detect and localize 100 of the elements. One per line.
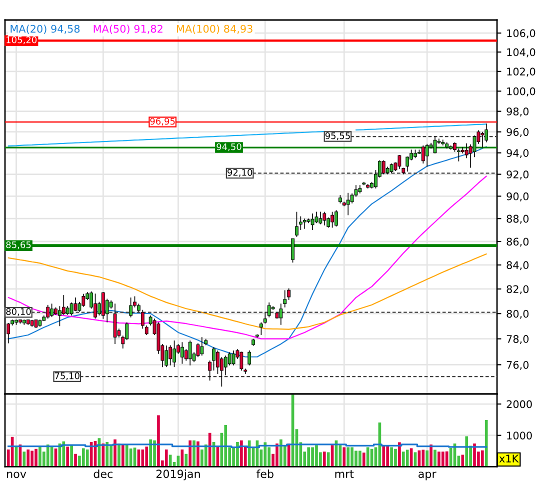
candlestick bbox=[279, 303, 283, 326]
text: x1K bbox=[499, 454, 519, 462]
y-tick-label: 100,0 bbox=[507, 87, 536, 96]
candlestick bbox=[62, 294, 66, 316]
line-series bbox=[8, 253, 487, 330]
bar bbox=[34, 448, 38, 467]
candlestick bbox=[82, 293, 86, 308]
bar bbox=[86, 449, 89, 467]
bar bbox=[342, 447, 346, 467]
candlestick bbox=[168, 344, 172, 366]
bar bbox=[280, 439, 282, 467]
bar bbox=[354, 450, 358, 467]
bar bbox=[236, 442, 239, 467]
candlestick bbox=[196, 342, 200, 358]
candlestick bbox=[248, 350, 252, 366]
candlestick bbox=[330, 211, 334, 228]
y-tick-label: 102,0 bbox=[507, 68, 536, 77]
candlestick bbox=[425, 143, 429, 168]
x-tick-label: mrt bbox=[335, 470, 354, 478]
bar bbox=[438, 452, 440, 467]
candlestick bbox=[228, 352, 232, 366]
candlestick bbox=[318, 211, 322, 225]
bar bbox=[346, 447, 350, 467]
candlestick bbox=[390, 163, 394, 174]
candlestick bbox=[94, 293, 97, 320]
bar bbox=[473, 444, 476, 467]
bar bbox=[157, 415, 160, 467]
x-tick-label: 2019jan bbox=[156, 469, 200, 480]
ref-line-label: 94,50 bbox=[216, 143, 242, 152]
bar bbox=[240, 440, 243, 467]
bar bbox=[149, 439, 152, 467]
x-tick-label: feb bbox=[256, 469, 274, 478]
bar bbox=[322, 452, 326, 467]
bar bbox=[394, 448, 397, 467]
bar bbox=[114, 439, 116, 467]
bar bbox=[406, 450, 409, 467]
candlestick bbox=[74, 297, 78, 312]
y-tick-label: 82,0 bbox=[506, 285, 529, 294]
bar bbox=[188, 440, 192, 467]
candlestick bbox=[406, 156, 410, 172]
candlestick bbox=[50, 303, 54, 318]
y-tick-label: 1000 bbox=[507, 432, 532, 440]
bar bbox=[192, 440, 196, 467]
x-tick-label: nov bbox=[7, 472, 26, 478]
candlestick bbox=[382, 160, 386, 175]
bar bbox=[315, 445, 318, 467]
candlestick bbox=[310, 213, 314, 230]
candlestick bbox=[208, 360, 212, 382]
candlestick bbox=[216, 350, 220, 374]
bar bbox=[434, 450, 436, 467]
y-tick-label: 84,0 bbox=[506, 261, 529, 270]
bar bbox=[287, 444, 290, 467]
bar bbox=[141, 449, 144, 467]
ref-line-label: 80,10 bbox=[6, 308, 31, 316]
bar bbox=[66, 446, 70, 467]
y-tick-label: 92,0 bbox=[506, 170, 529, 180]
candlestick bbox=[113, 303, 117, 344]
bar bbox=[430, 444, 432, 467]
candlestick bbox=[224, 355, 228, 376]
y-tick-label: 90,0 bbox=[506, 192, 529, 202]
bar bbox=[22, 452, 26, 467]
bar bbox=[46, 444, 50, 467]
y-tick-label: 96,0 bbox=[506, 128, 529, 138]
y-tick-label: 80,0 bbox=[506, 310, 529, 319]
line-series bbox=[8, 176, 487, 340]
text: MA(100) 84,93 bbox=[176, 24, 252, 34]
candlestick bbox=[267, 302, 271, 318]
candlestick bbox=[295, 211, 298, 238]
candlestick bbox=[453, 142, 456, 152]
candlestick bbox=[70, 302, 74, 316]
bar bbox=[145, 446, 148, 467]
candlestick bbox=[421, 145, 425, 164]
candlestick bbox=[200, 336, 204, 356]
bar bbox=[224, 425, 228, 467]
bar bbox=[362, 452, 366, 467]
bar bbox=[484, 420, 488, 467]
candlestick bbox=[129, 297, 133, 318]
candlestick bbox=[164, 345, 168, 368]
x-tick-label: dec bbox=[94, 469, 112, 478]
candlestick bbox=[398, 154, 402, 170]
bar bbox=[398, 442, 401, 467]
candlestick bbox=[263, 312, 267, 324]
candlestick bbox=[232, 350, 236, 366]
y-tick-label: 104,0 bbox=[507, 48, 536, 58]
candlestick bbox=[188, 340, 192, 366]
y-tick-label: 78,0 bbox=[506, 335, 529, 344]
bar bbox=[26, 449, 30, 467]
ref-line-label: 95,55 bbox=[325, 132, 350, 140]
bar bbox=[422, 450, 425, 467]
ref-line-label: 75,10 bbox=[54, 372, 80, 380]
bar bbox=[402, 452, 405, 467]
y-tick-label: 76,0 bbox=[506, 360, 529, 370]
ref-line-label: 85,65 bbox=[6, 241, 31, 250]
bar bbox=[110, 445, 112, 467]
candlestick bbox=[298, 216, 302, 230]
bar bbox=[307, 447, 310, 467]
bar bbox=[82, 448, 85, 467]
text: MA(50) 91,82 bbox=[94, 24, 162, 34]
bar bbox=[426, 450, 429, 467]
bar bbox=[62, 441, 66, 467]
